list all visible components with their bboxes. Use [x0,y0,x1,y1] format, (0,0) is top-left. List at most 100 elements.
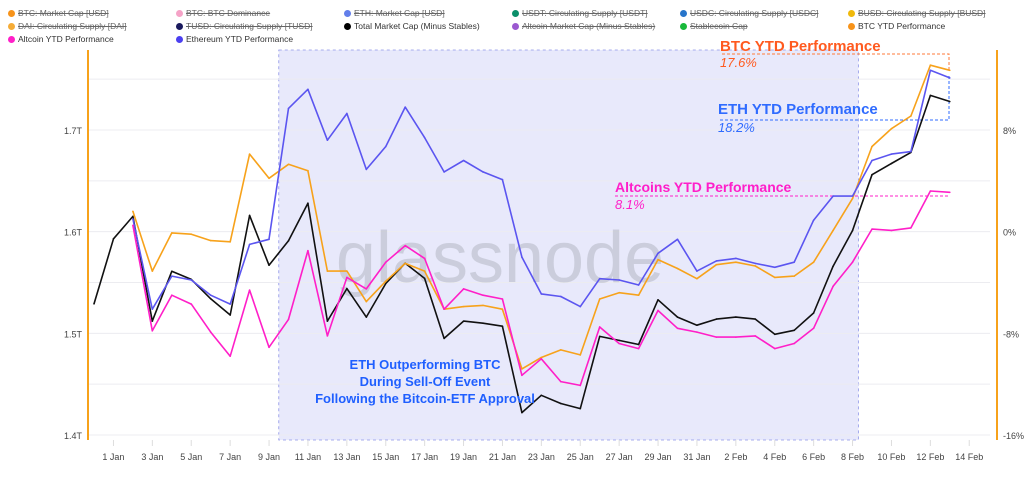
data-point [326,320,329,322]
data-point [540,394,543,397]
data-point [773,266,776,269]
legend-item[interactable]: Altcoin Market Cap (Minus Stables) [512,21,680,31]
x-tick-label: 2 Feb [724,452,747,462]
legend-label: USDC: Circulating Supply [USDC] [690,8,819,18]
data-point [501,298,504,300]
legend-swatch-icon [176,35,183,43]
data-point [929,69,932,72]
data-point [540,356,543,359]
data-point [676,267,679,270]
data-point [871,145,873,148]
data-point [423,270,426,272]
x-tick-label: 29 Jan [645,452,672,462]
note-line: ETH Outperforming BTC [349,357,501,372]
data-point [540,357,543,360]
data-point [171,270,173,273]
data-point [598,298,601,300]
data-point [287,318,290,321]
btc-annotation-title: BTC YTD Performance [720,38,881,55]
data-point [93,303,95,305]
data-point [929,94,932,97]
note-line: Following the Bitcoin-ETF Approval [315,391,535,406]
legend-swatch-icon [8,9,15,17]
data-point [229,241,231,243]
y-right-tick-label: -8% [1003,329,1019,339]
legend-item[interactable]: ETH: Market Cap [USD] [344,8,512,18]
data-point [735,336,737,338]
data-point [521,411,523,414]
data-point [657,258,659,261]
legend-item[interactable]: BUSD: Circulating Supply [BUSD] [848,8,1016,18]
data-point [910,227,912,229]
data-point [307,249,309,252]
data-point [579,305,582,308]
x-tick-label: 27 Jan [606,452,633,462]
legend-item[interactable]: BTC YTD Performance [848,21,1016,31]
legend-item[interactable]: USDT: Circulating Supply [USDT] [512,8,680,18]
x-tick-label: 25 Jan [567,452,594,462]
x-tick-label: 13 Jan [333,452,360,462]
legend-label: Altcoin YTD Performance [18,34,114,44]
data-point [832,229,834,232]
data-point [209,294,212,297]
data-point [715,318,718,320]
data-point [579,407,582,410]
legend-item[interactable]: TUSD: Circulating Supply [TUSD] [176,21,344,31]
legend-swatch-icon [176,22,183,30]
legend-item[interactable]: USDC: Circulating Supply [USDC] [680,8,848,18]
data-point [462,288,465,290]
x-tick-label: 15 Jan [372,452,399,462]
data-point [832,195,834,197]
legend-item[interactable]: Ethereum YTD Performance [176,34,344,44]
data-point [482,171,484,173]
data-point [851,195,854,197]
data-point [773,347,776,350]
legend-item[interactable]: Altcoin YTD Performance [8,34,176,44]
data-point [384,145,387,148]
data-point [229,303,231,305]
data-point [618,342,620,345]
data-point [190,279,193,281]
data-point [676,238,679,241]
data-point [443,171,445,173]
data-point [676,316,679,318]
eth-annotation-value: 18.2% [718,120,755,135]
data-point [346,112,348,115]
data-point [735,261,737,263]
data-point [171,294,173,297]
x-tick-label: 17 Jan [411,452,438,462]
legend-swatch-icon [512,9,519,17]
legend-label: Stablecoin Cap [690,21,748,31]
data-point [287,240,290,242]
data-point [326,335,329,337]
x-tick-label: 7 Jan [219,452,241,462]
data-point [540,293,543,295]
data-point [696,324,698,327]
legend-item[interactable]: BTC: BTC Dominance [176,8,344,18]
data-point [404,106,407,108]
data-point [326,139,329,141]
legend-label: Altcoin Market Cap (Minus Stables) [522,21,656,31]
data-point [715,336,718,338]
legend-item[interactable]: Total Market Cap (Minus Stables) [344,21,512,31]
data-point [326,270,329,272]
data-point [890,162,893,165]
x-tick-label: 4 Feb [763,452,786,462]
legend-label: BUSD: Circulating Supply [BUSD] [858,8,986,18]
btc-annotation-guide [722,53,950,72]
legend-item[interactable]: DAI: Circulating Supply [DAI] [8,21,176,31]
x-tick-label: 19 Jan [450,452,477,462]
legend-item[interactable]: Stablecoin Cap [680,21,848,31]
legend-swatch-icon [680,9,687,17]
data-point [560,349,562,351]
x-tick-label: 12 Feb [916,452,944,462]
legend-item[interactable]: BTC: Market Cap [USD] [8,8,176,18]
x-tick-label: 23 Jan [528,452,555,462]
data-point [910,150,912,153]
data-point [132,224,134,227]
data-point [248,214,251,217]
data-point [384,280,387,283]
data-point [462,305,465,308]
data-point [754,318,757,320]
data-point [521,374,523,377]
